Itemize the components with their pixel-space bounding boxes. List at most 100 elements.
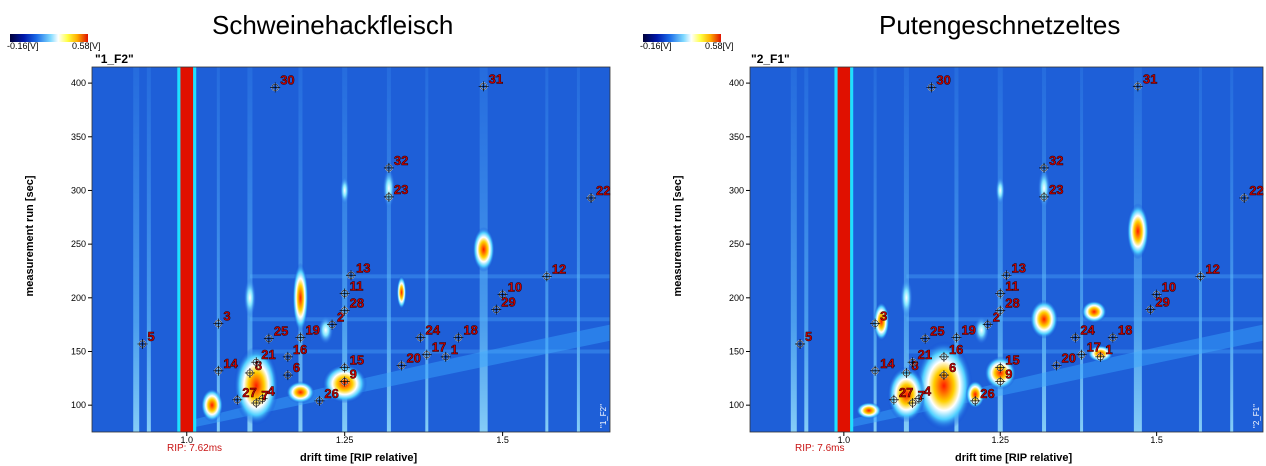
colorbar [643, 34, 721, 42]
peak-marker [415, 332, 426, 343]
peak-label: 4 [268, 384, 276, 399]
y-tick-label: 250 [71, 239, 86, 249]
intensity-blob [984, 356, 1017, 390]
peak-marker [938, 370, 949, 381]
peak-marker [938, 351, 949, 362]
intensity-blob [873, 301, 890, 342]
peak-marker [1076, 349, 1087, 360]
peak-marker [951, 332, 962, 343]
peak-marker [1039, 191, 1050, 202]
y-tick-label: 100 [729, 400, 744, 410]
drift-streak [545, 67, 549, 432]
intensity-blob [1029, 299, 1059, 339]
peak-label: 24 [1080, 323, 1095, 338]
peak-marker [383, 162, 394, 173]
peak-label: 27 [242, 385, 256, 400]
peak-marker [257, 393, 268, 404]
peak-marker [907, 398, 918, 409]
y-tick-label: 100 [71, 400, 86, 410]
horizontal-band [249, 274, 610, 279]
intensity-spot [973, 316, 989, 345]
peak-marker [440, 351, 451, 362]
peak-marker [1070, 332, 1081, 343]
peak-label: 8 [255, 358, 262, 373]
peak-marker [339, 288, 350, 299]
sample-id-label: "2_F1" [751, 52, 790, 66]
peak-label: 10 [508, 280, 522, 295]
rip-label: RIP: 7.62ms [167, 443, 223, 454]
intensity-blob [200, 388, 224, 422]
intensity-spot [340, 176, 350, 205]
peak-label: 15 [350, 353, 364, 368]
peak-label: 16 [949, 342, 963, 357]
intensity-blob [292, 262, 309, 333]
peak-label: 1 [1105, 342, 1112, 357]
peak-marker [339, 362, 350, 373]
drift-streak [1080, 67, 1084, 432]
peak-label: 12 [1205, 261, 1219, 276]
peak-marker [907, 357, 918, 368]
peak-marker [339, 305, 350, 316]
peak-marker [995, 362, 1006, 373]
peak-label: 15 [1005, 353, 1019, 368]
peak-marker [251, 357, 262, 368]
peak-marker [137, 338, 148, 349]
drift-streak [576, 67, 580, 432]
x-tick-label: 1.0 [180, 435, 193, 445]
peak-label: 14 [880, 356, 895, 371]
intensity-spot [243, 278, 256, 318]
drift-streak [954, 67, 959, 432]
chart-title: Schweinehackfleisch [212, 10, 454, 40]
x-tick-label: 1.25 [991, 435, 1009, 445]
intensity-spot [995, 176, 1005, 205]
colorbar-max-label: 0.58[V] [705, 41, 734, 51]
peak-marker [795, 338, 806, 349]
peak-marker [270, 82, 281, 93]
y-tick-label: 300 [729, 185, 744, 195]
peak-marker [586, 192, 597, 203]
peak-label: 1 [451, 342, 458, 357]
peak-marker [1239, 192, 1250, 203]
peak-label: 32 [394, 153, 408, 168]
peak-marker [901, 367, 912, 378]
rip-label: RIP: 7.6ms [795, 443, 845, 454]
colorbar-min-label: -0.16[V] [640, 41, 672, 51]
intensity-blob [233, 346, 279, 426]
peak-label: 2 [337, 310, 344, 325]
drift-streak [247, 67, 253, 432]
drift-streak [903, 67, 909, 432]
peak-label: 29 [1155, 295, 1169, 310]
peak-label: 7 [261, 388, 268, 403]
peak-label: 29 [501, 295, 515, 310]
peak-label: 18 [463, 323, 477, 338]
x-tick-label: 1.25 [336, 435, 354, 445]
peak-marker [1195, 271, 1206, 282]
peak-marker [1039, 162, 1050, 173]
peak-marker [213, 365, 224, 376]
peak-label: 23 [1049, 182, 1063, 197]
peak-label: 23 [394, 182, 408, 197]
peak-label: 32 [1049, 153, 1063, 168]
peak-marker [995, 376, 1006, 387]
y-tick-label: 200 [729, 293, 744, 303]
intensity-blob [965, 380, 985, 409]
peak-label: 19 [961, 323, 975, 338]
x-axis-label: drift time [RIP relative] [300, 452, 418, 464]
peak-label: 10 [1162, 280, 1176, 295]
peak-label: 17 [432, 340, 446, 355]
peak-marker [995, 305, 1006, 316]
rip-band [837, 67, 851, 432]
drift-streak [386, 67, 391, 432]
peak-label: 2 [993, 310, 1000, 325]
peak-marker [491, 304, 502, 315]
peak-label: 11 [1005, 279, 1019, 294]
peak-label: 6 [293, 360, 300, 375]
rip-band [180, 67, 194, 432]
peak-marker [970, 395, 981, 406]
colorbar-min-label: -0.16[V] [7, 41, 39, 51]
peak-marker [1051, 360, 1062, 371]
intensity-spot [900, 278, 913, 318]
peak-marker [478, 81, 489, 92]
horizontal-band [906, 349, 1263, 354]
